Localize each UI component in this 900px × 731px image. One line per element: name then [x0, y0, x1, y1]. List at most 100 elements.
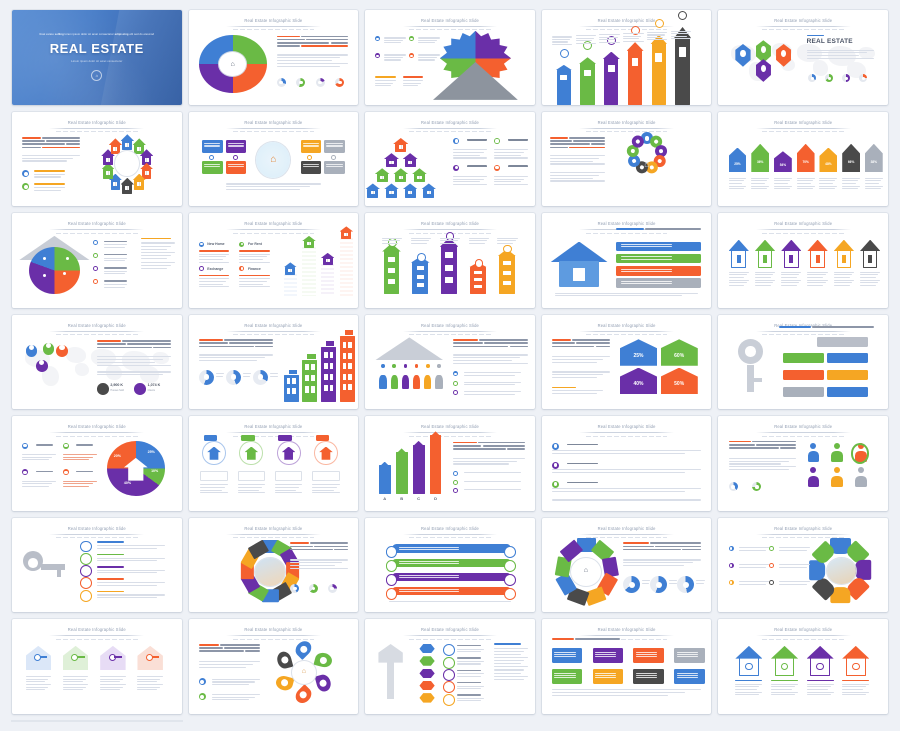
pill-bar [392, 558, 512, 567]
gauge-arc [198, 369, 215, 385]
house-icon: ⌂ [270, 154, 277, 166]
slide-thumbnail[interactable]: Real Estate Infographic Slide [12, 213, 182, 308]
center-photo [254, 557, 286, 586]
chevron-house-icon [728, 147, 747, 173]
bar [378, 465, 391, 494]
legend-chip [409, 36, 415, 42]
house-marker-icon [339, 226, 354, 239]
slide-thumbnail[interactable]: Real Estate Infographic Slide [188, 416, 359, 511]
slide-thumbnail[interactable]: Real Estate Infographic Slide [365, 619, 535, 714]
slide-thumbnail[interactable]: Real Estate Infographic Slide 25% 36% 54% 70… [718, 111, 888, 207]
slide-thumbnail[interactable]: Real Estate Infographic Slide [188, 314, 359, 410]
text-lines [595, 672, 617, 679]
building-icon [320, 346, 337, 402]
subtitle-dashes [232, 130, 315, 133]
slide-thumbnail[interactable]: Real Estate Infographic Slide [718, 517, 888, 613]
slide-thumbnail[interactable]: Real Estate Infographic Slide [12, 111, 182, 207]
slide-thumbnail[interactable]: Real Estate Infographic Slide 25% 60% 40% 50… [541, 314, 712, 410]
slide-thumbnail[interactable]: Real Estate Infographic Slide [541, 213, 712, 308]
bullet-chip [551, 461, 559, 469]
title-rule [755, 432, 851, 434]
stripe-column [339, 237, 354, 297]
caption-box [237, 471, 265, 481]
text-lines [453, 457, 525, 465]
value-tag [315, 435, 330, 441]
slide-thumbnail[interactable]: Real Estate Infographic Slide [541, 619, 712, 714]
headline-rule [239, 250, 270, 252]
slide-title: Real Estate Infographic Slide [774, 525, 833, 531]
headline-rule [806, 679, 834, 682]
text-lines [599, 34, 620, 43]
slide-title: Real Estate Infographic Slide [67, 322, 126, 328]
title-rule [225, 127, 321, 129]
slide-thumbnail[interactable]: Real Estate Infographic Slide [365, 314, 535, 410]
title-rule [579, 330, 675, 332]
slide-thumbnail[interactable]: Real Estate Infographic Slide [365, 517, 535, 613]
title-rule [402, 127, 498, 129]
slide-thumbnail[interactable]: Real Estate Infographic Slide [718, 314, 888, 410]
step-marker [443, 644, 456, 657]
tower-house [439, 232, 459, 295]
legend-chip [409, 53, 415, 59]
slide-thumbnail[interactable]: Real Estate Infographic Slide ⌂ [188, 10, 359, 105]
slide-thumbnail[interactable]: Real Estate Infographic Slide [12, 619, 182, 714]
paragraph [551, 339, 610, 348]
analysis-label [507, 139, 528, 141]
content-card [300, 160, 321, 174]
legend-chip [62, 469, 69, 476]
slide-thumbnail[interactable]: Real Estate Infographic Slide [541, 416, 712, 511]
slide-thumbnail[interactable]: Real Estate Infographic Slide 25% 10% 40% 20… [12, 416, 182, 511]
slide-thumbnail[interactable]: Real Estate Infographic Slide ⌂ [541, 111, 712, 207]
slide-thumbnail[interactable]: Real Estate Infographic Slide [718, 619, 888, 714]
content-card [300, 139, 321, 154]
marker-dot [503, 244, 513, 254]
key-hex-list-slide: Real Estate Infographic Slide [365, 619, 535, 714]
slide-thumbnail[interactable]: Real Estate Infographic Slide [365, 213, 535, 308]
slide-thumbnail[interactable]: Real Estate Infographic Slide ⌂ [541, 517, 712, 613]
text-lines [276, 54, 348, 67]
slide-thumbnail[interactable]: Real Estate Infographic Slide [188, 517, 359, 613]
slide-thumbnail[interactable]: Real Estate Infographic Slide 2,900 K Hous… [12, 314, 182, 410]
slide-thumbnail[interactable]: Real Estate Infographic Slide [718, 416, 888, 511]
headline-rule [770, 679, 799, 682]
key-icon [626, 152, 643, 169]
house-roof-cap [378, 461, 391, 468]
gauge-arc [253, 369, 269, 385]
subtitle-dashes [56, 130, 138, 133]
slide-thumbnail[interactable]: Real Estate Infographic Slide [365, 111, 535, 207]
text-lines [456, 685, 484, 690]
slide-thumbnail[interactable]: Real estate selling lorem ipsum dolor si… [12, 10, 182, 105]
pill-row-slide: Real Estate Infographic Slide [365, 518, 535, 613]
headline-rule [34, 183, 65, 185]
text-lines [198, 253, 230, 263]
slide-thumbnail[interactable]: Real Estate Infographic Slide REAL ESTATE [718, 10, 888, 105]
headline-rule [198, 274, 230, 277]
slide-title: Real Estate Infographic Slide [597, 424, 656, 430]
text-lines [100, 676, 126, 691]
paragraph [276, 35, 349, 47]
value-tag [278, 435, 293, 441]
text-lines [399, 574, 459, 579]
chevron-house-icon [819, 147, 838, 173]
legend-chip [453, 488, 459, 494]
slide-thumbnail[interactable]: Real Estate Infographic Slide [365, 10, 535, 105]
text-lines [34, 187, 65, 191]
stat-value: 1,074 K [147, 382, 161, 387]
house-icon [108, 173, 123, 190]
title-rule [579, 26, 675, 28]
row-marker [385, 574, 398, 586]
text-lines [621, 256, 673, 260]
person-icon [830, 467, 844, 487]
slide-thumbnail[interactable]: Real Estate Infographic Slide [12, 517, 182, 613]
slide-thumbnail[interactable]: Real Estate Infographic Slide ⌂ [188, 619, 359, 714]
slide-thumbnail[interactable]: Real Estate Infographic Slide New Home For… [188, 213, 359, 308]
text-lines [96, 557, 165, 562]
slide-thumbnail[interactable]: Real Estate Infographic Slide [541, 10, 712, 105]
slide-thumbnail[interactable]: Real Estate Infographic Slide ⌂ [188, 111, 359, 207]
slide-thumbnail[interactable]: Real Estate Infographic Slide A B C D [365, 416, 535, 511]
person-icon [379, 363, 387, 389]
stat-caption: Clients [147, 389, 155, 393]
slide-thumbnail[interactable]: Real Estate Infographic Slide [718, 213, 888, 308]
paragraph [453, 339, 528, 348]
slide-title: Real Estate Infographic Slide [774, 18, 833, 24]
